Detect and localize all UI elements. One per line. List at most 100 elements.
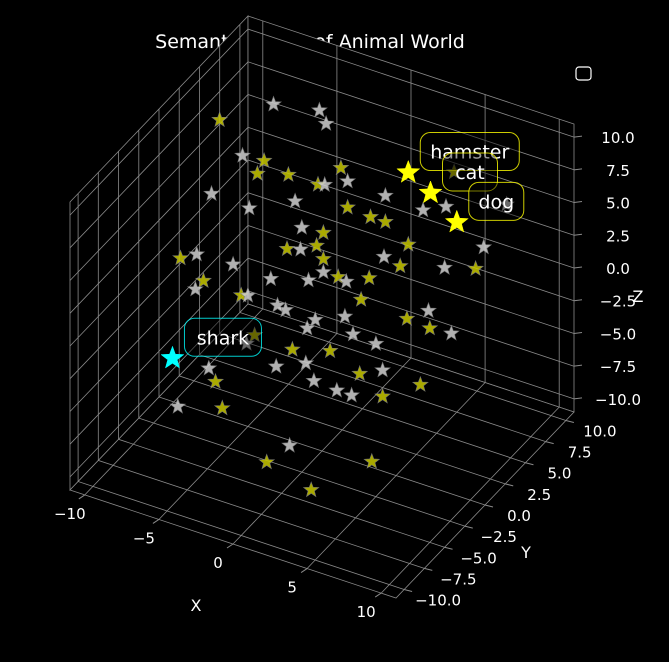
tick-y [403, 589, 413, 593]
data-point [367, 334, 385, 351]
highlight-point-cat [418, 180, 443, 204]
data-point [328, 381, 346, 398]
grid-lines [69, 20, 575, 594]
grid-line-z [69, 94, 575, 281]
data-point [316, 175, 334, 192]
tick-z [573, 201, 583, 204]
tick-z [573, 168, 583, 171]
legend-box [575, 66, 592, 81]
tick-label-x: 0 [213, 554, 223, 572]
grid-line-z [69, 159, 575, 347]
data-point [374, 387, 392, 404]
scatter-points [160, 95, 516, 498]
data-point [375, 247, 393, 264]
data-point [376, 186, 394, 203]
data-point [308, 236, 326, 253]
tick-label-z: −2.5 [600, 293, 636, 311]
data-point [332, 159, 350, 176]
data-point [314, 223, 332, 240]
tick-label-y: 2.5 [527, 486, 551, 504]
x-axis-label: X [191, 596, 202, 615]
highlight-point-shark [160, 345, 185, 369]
data-point [310, 101, 328, 118]
grid-line-z [69, 192, 575, 379]
label-box-shark [183, 317, 262, 357]
data-point [445, 163, 463, 180]
grid-line-z [69, 225, 575, 412]
data-point [421, 319, 439, 336]
tick-y [444, 546, 453, 550]
grid-line-y [219, 45, 546, 442]
highlight-point-dog [444, 209, 469, 233]
data-point [207, 372, 225, 389]
data-point [351, 364, 369, 381]
grid-line-y [199, 66, 526, 464]
data-point [240, 199, 258, 216]
tick-label-y: −10.0 [415, 592, 461, 610]
data-point [376, 213, 394, 230]
tick-label-y: −5.0 [460, 549, 496, 567]
data-point [498, 195, 516, 212]
data-point [419, 301, 437, 318]
data-point [352, 290, 370, 307]
data-point [194, 271, 212, 288]
tick-label-x: 10 [357, 603, 376, 621]
data-point [293, 218, 311, 235]
data-point [414, 201, 432, 218]
tick-label-x: −10 [54, 505, 86, 523]
data-point [343, 386, 361, 403]
axis-panes [69, 15, 575, 599]
tick-z [573, 299, 583, 302]
data-point [262, 270, 280, 287]
data-point [172, 249, 190, 266]
data-point [234, 146, 252, 163]
grid-line-z [69, 28, 575, 216]
label-box-hamster [419, 132, 520, 172]
tick-y [484, 504, 494, 508]
data-point [203, 184, 221, 201]
data-point [411, 375, 429, 392]
tick-y [505, 483, 514, 487]
tick-label-x: −5 [133, 529, 155, 547]
data-point [267, 357, 285, 374]
data-point [281, 436, 299, 453]
tick-y [525, 462, 534, 466]
data-point [363, 452, 381, 469]
data-point [362, 208, 380, 225]
tick-z [573, 331, 583, 334]
grid-line-z [69, 257, 575, 445]
grid-line-y [138, 130, 465, 527]
data-point [278, 240, 296, 257]
tick-x [78, 494, 86, 500]
data-point [344, 325, 362, 342]
tick-label-z: 0.0 [606, 260, 630, 278]
tick-z [573, 135, 583, 138]
label-text-dog: dog [478, 191, 514, 213]
tick-x [226, 543, 234, 549]
grid-line-y [97, 172, 425, 569]
tick-label-y: 5.0 [548, 465, 572, 483]
tick-label-z: 7.5 [606, 162, 630, 180]
tick-z [573, 364, 583, 367]
data-point [314, 263, 332, 280]
tick-label-z: −7.5 [600, 358, 636, 376]
tick-y [464, 525, 473, 529]
data-point [360, 269, 378, 286]
tick-label-z: 10.0 [601, 129, 634, 147]
tick-z [573, 266, 583, 269]
data-point [169, 397, 187, 414]
data-point [398, 309, 416, 326]
grid-line-y [239, 24, 567, 421]
tick-label-z: −5.0 [600, 325, 636, 343]
data-point [258, 453, 276, 470]
tick-label-y: 0.0 [507, 507, 531, 525]
grid-line-y [118, 151, 445, 548]
data-point [239, 286, 257, 303]
data-point [255, 151, 273, 168]
data-point [339, 172, 357, 189]
data-point [200, 359, 218, 376]
data-point [186, 280, 204, 297]
data-point [374, 361, 392, 378]
label-box-dog [468, 181, 525, 221]
